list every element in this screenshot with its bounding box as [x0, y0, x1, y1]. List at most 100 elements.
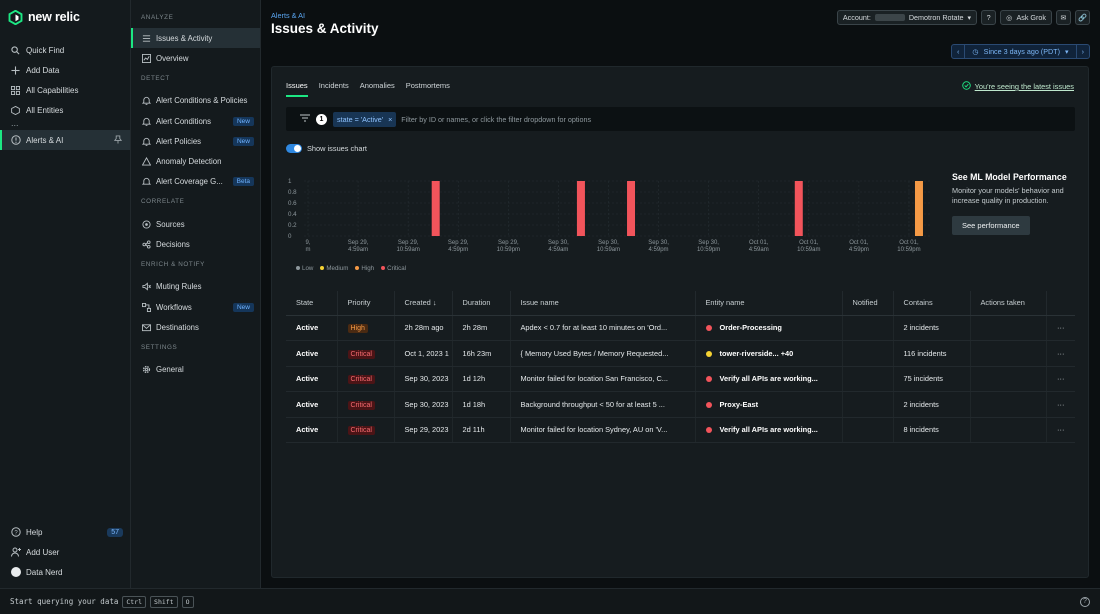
- secnav-general[interactable]: General: [131, 360, 260, 380]
- help-button[interactable]: ?: [981, 10, 997, 25]
- column-header-actions-taken[interactable]: Actions taken: [970, 291, 1047, 316]
- table-row[interactable]: Active High 2h 28m ago 2h 28m Apdex < 0.…: [286, 315, 1075, 341]
- entity-name: Verify all APIs are working...: [719, 425, 818, 435]
- nav-help[interactable]: ? Help 57: [0, 522, 131, 542]
- entity-name-cell[interactable]: tower-riverside... +40: [695, 340, 843, 367]
- nav-add-data[interactable]: Add Data: [0, 60, 130, 80]
- envelope-icon: [141, 322, 151, 332]
- secnav-alert-coverage[interactable]: Alert Coverage G... Beta: [131, 172, 260, 192]
- issue-name-cell[interactable]: { Memory Used Bytes / Memory Requested..…: [510, 340, 696, 367]
- secnav-destinations[interactable]: Destinations: [131, 317, 260, 337]
- nav-alerts-ai[interactable]: Alerts & AI: [0, 130, 130, 150]
- question-icon: ?: [986, 13, 991, 22]
- secnav-alert-policies[interactable]: Alert Policies New: [131, 131, 260, 151]
- nav-quick-find[interactable]: Quick Find: [0, 40, 130, 60]
- entity-name-cell[interactable]: Proxy-East: [695, 391, 843, 418]
- issue-name-cell[interactable]: Monitor failed for location San Francisc…: [510, 366, 696, 392]
- secnav-alert-conditions[interactable]: Alert Conditions New: [131, 111, 260, 131]
- legend-item[interactable]: Medium: [320, 265, 348, 272]
- info-icon[interactable]: ?: [1080, 597, 1090, 607]
- time-range-button[interactable]: ◷ Since 3 days ago (PDT) ▾: [964, 45, 1077, 58]
- time-prev-button[interactable]: ‹: [956, 47, 960, 56]
- issue-tabs: Issues Incidents Anomalies Postmortems: [286, 81, 450, 97]
- brand-logo[interactable]: new relic: [0, 0, 130, 34]
- left-nav: new relic Quick Find Add Data All Capabi…: [0, 0, 131, 588]
- table-row[interactable]: Active Critical Oct 1, 2023 1 16h 23m { …: [286, 340, 1075, 367]
- filter-chip[interactable]: state = 'Active' ×: [333, 111, 397, 127]
- legend-item[interactable]: Critical: [381, 265, 406, 272]
- row-more-button[interactable]: ···: [1046, 417, 1075, 443]
- column-header-duration[interactable]: Duration: [452, 291, 511, 316]
- issue-name-cell[interactable]: Monitor failed for location Sydney, AU o…: [510, 417, 696, 443]
- chart-bar[interactable]: [431, 181, 440, 236]
- nav-all-capabilities[interactable]: All Capabilities: [0, 80, 130, 100]
- time-next-button[interactable]: ›: [1081, 47, 1084, 56]
- query-prompt[interactable]: Start querying your data: [10, 597, 119, 606]
- sort-down-icon: ↓: [432, 298, 437, 308]
- column-header-entity-name[interactable]: Entity name: [695, 291, 843, 316]
- row-more-button[interactable]: ···: [1046, 315, 1075, 341]
- secnav-sources[interactable]: Sources: [131, 214, 260, 234]
- nav-user-profile[interactable]: Data Nerd: [0, 562, 131, 582]
- tab-postmortems[interactable]: Postmortems: [405, 81, 450, 90]
- x-tick-label: Sep 30,: [698, 240, 719, 246]
- more-dots-icon[interactable]: ...: [11, 118, 19, 128]
- table-row[interactable]: Active Critical Sep 29, 2023 2d 11h Moni…: [286, 417, 1075, 443]
- secnav-workflows[interactable]: Workflows New: [131, 297, 260, 317]
- secnav-label: Alert Policies: [156, 136, 202, 146]
- account-selector[interactable]: Account: Demotron Rotate ▾: [836, 10, 978, 25]
- latest-status[interactable]: You're seeing the latest issues: [961, 81, 1074, 92]
- secnav-overview[interactable]: Overview: [131, 48, 260, 68]
- issue-name-cell[interactable]: Apdex < 0.7 for at least 10 minutes on '…: [510, 315, 696, 341]
- grid-icon: [10, 85, 21, 96]
- show-chart-toggle[interactable]: [286, 144, 302, 153]
- filter-bar[interactable]: 1 state = 'Active' × Filter by ID or nam…: [286, 107, 1075, 131]
- secnav-alert-conditions-policies[interactable]: Alert Conditions & Policies: [131, 91, 260, 111]
- row-more-button[interactable]: ···: [1046, 340, 1075, 367]
- column-header-issue-name[interactable]: Issue name: [510, 291, 696, 316]
- close-icon[interactable]: ×: [388, 114, 393, 124]
- column-header-created[interactable]: Created ↓: [394, 291, 453, 316]
- entity-name-cell[interactable]: Order-Processing: [695, 315, 843, 341]
- chart-bar[interactable]: [627, 181, 636, 236]
- priority-badge: Critical: [347, 349, 375, 359]
- entity-name-cell[interactable]: Verify all APIs are working...: [695, 366, 843, 392]
- filter-icon[interactable]: [300, 114, 310, 124]
- filter-input-placeholder[interactable]: Filter by ID or names, or click the filt…: [401, 114, 592, 124]
- column-header-contains[interactable]: Contains: [893, 291, 971, 316]
- nav-add-user[interactable]: Add User: [0, 542, 131, 562]
- query-bar[interactable]: Start querying your data Ctrl Shift O ?: [0, 588, 1100, 614]
- entity-name-cell[interactable]: Verify all APIs are working...: [695, 417, 843, 443]
- nav-all-entities[interactable]: All Entities: [0, 100, 130, 120]
- column-header-state[interactable]: State: [286, 291, 338, 316]
- chart-bar[interactable]: [914, 181, 923, 236]
- secnav-decisions[interactable]: Decisions: [131, 234, 260, 254]
- table-row[interactable]: Active Critical Sep 30, 2023 1d 18h Back…: [286, 391, 1075, 418]
- row-more-button[interactable]: ···: [1046, 366, 1075, 392]
- breadcrumb[interactable]: Alerts & AI: [271, 11, 306, 20]
- legend-item[interactable]: High: [355, 265, 374, 272]
- issue-name-cell[interactable]: Background throughput < 50 for at least …: [510, 391, 696, 418]
- legend-dot: [381, 266, 386, 271]
- secnav-anomaly-detection[interactable]: Anomaly Detection: [131, 151, 260, 171]
- y-tick-label: 0.2: [288, 222, 297, 229]
- secnav-issues-activity[interactable]: Issues & Activity: [131, 28, 260, 49]
- tab-incidents[interactable]: Incidents: [318, 81, 349, 90]
- share-link-button[interactable]: 🔗: [1075, 10, 1090, 25]
- legend-item[interactable]: Low: [296, 265, 313, 272]
- see-performance-button[interactable]: See performance: [952, 216, 1030, 235]
- x-tick-label: Sep 29,: [448, 240, 469, 246]
- pin-icon[interactable]: [113, 134, 123, 146]
- ask-grok-button[interactable]: ◎ Ask Grok: [1000, 10, 1052, 25]
- secnav-muting-rules[interactable]: Muting Rules: [131, 277, 260, 297]
- tab-issues[interactable]: Issues: [286, 81, 308, 97]
- chart-bar[interactable]: [794, 181, 803, 236]
- tab-anomalies[interactable]: Anomalies: [359, 81, 395, 90]
- mail-button[interactable]: ✉: [1056, 10, 1071, 25]
- column-header-priority[interactable]: Priority: [337, 291, 395, 316]
- column-header-notified[interactable]: Notified: [842, 291, 894, 316]
- contains-cell: 75 incidents: [893, 366, 971, 392]
- row-more-button[interactable]: ···: [1046, 391, 1075, 418]
- chart-bar[interactable]: [576, 181, 585, 236]
- table-row[interactable]: Active Critical Sep 30, 2023 1d 12h Moni…: [286, 366, 1075, 392]
